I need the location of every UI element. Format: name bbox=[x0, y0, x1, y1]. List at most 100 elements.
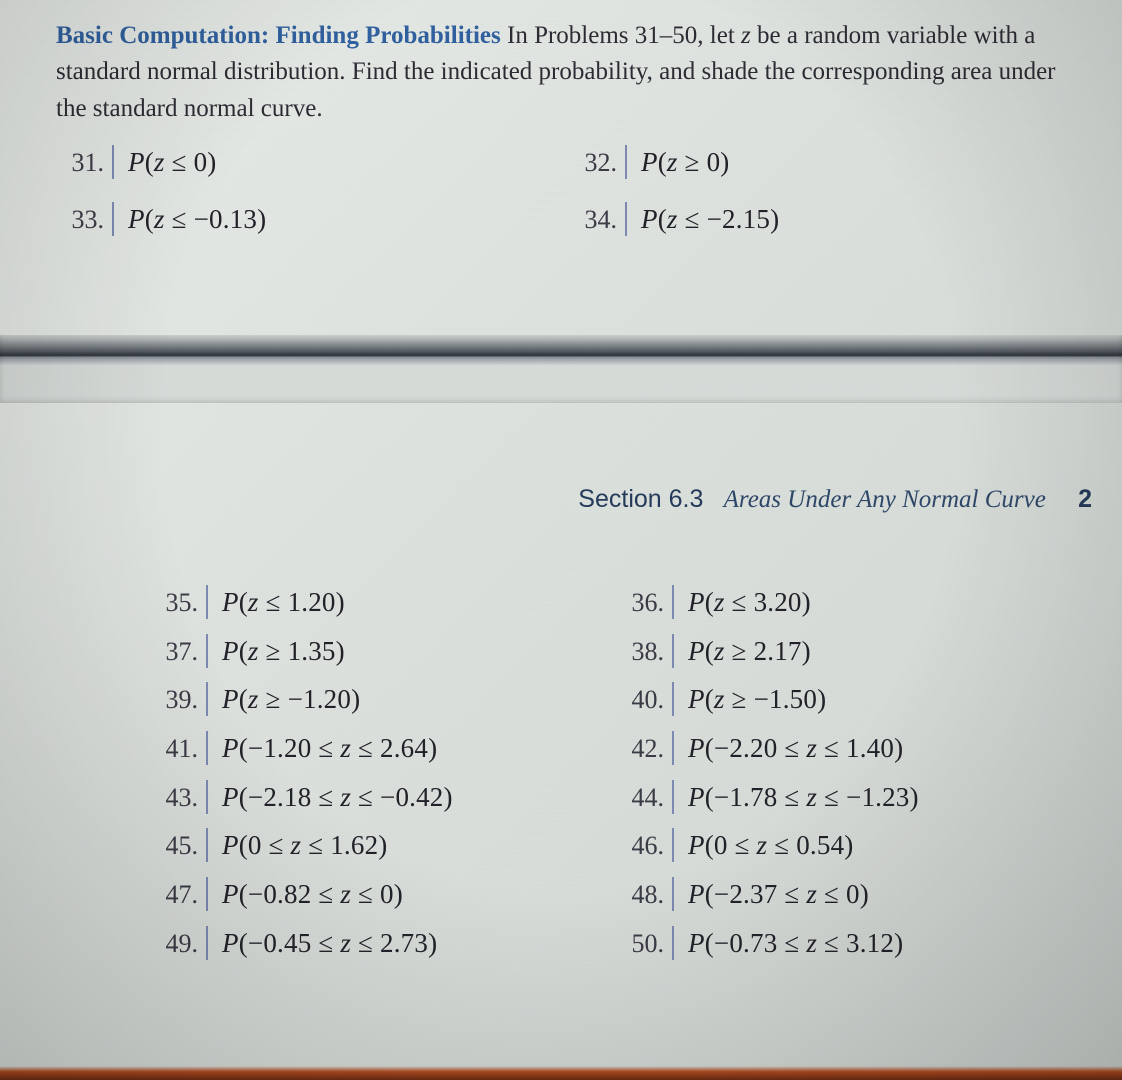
problem-expression: P(z ≤ 3.20) bbox=[688, 581, 811, 624]
problem-number: 48. bbox=[616, 874, 672, 915]
top-problem-item: 34. P(z ≤ −2.15) bbox=[569, 198, 1082, 241]
bottom-problem-item: 42. P(−2.20 ≤ z ≤ 1.40) bbox=[616, 727, 1082, 770]
divider-bar-icon bbox=[206, 634, 208, 668]
problem-expression: P(z ≥ 0) bbox=[641, 141, 729, 184]
bottom-problem-item: 43. P(−2.18 ≤ z ≤ −0.42) bbox=[150, 776, 616, 819]
bottom-problem-item: 45. P(0 ≤ z ≤ 1.62) bbox=[150, 824, 616, 867]
problem-number: 44. bbox=[616, 777, 672, 818]
bottom-problem-item: 48. P(−2.37 ≤ z ≤ 0) bbox=[616, 873, 1082, 916]
problem-number: 39. bbox=[150, 679, 206, 720]
divider-bar-icon bbox=[206, 828, 208, 862]
problem-expression: P(z ≤ −2.15) bbox=[641, 198, 779, 241]
top-problems: 31. P(z ≤ 0) 32.P(z ≥ 0) 33. P(z ≤ −0.13) 34.… bbox=[56, 141, 1082, 241]
problem-number: 36. bbox=[616, 582, 672, 623]
bottom-problem-row: 35.P(z ≤ 1.20)36. P(z ≤ 3.20) bbox=[150, 581, 1082, 624]
divider-bar-icon bbox=[672, 634, 674, 668]
bottom-problem-row: 47. P(−0.82 ≤ z ≤ 0) 48. P(−2.37 ≤ z ≤ 0) bbox=[150, 873, 1082, 916]
divider-bar-icon bbox=[112, 145, 114, 179]
section-page-fragment: 2 bbox=[1078, 485, 1092, 513]
intro-text-1: In Problems 31–50, let bbox=[501, 22, 741, 49]
problem-expression: P(−0.45 ≤ z ≤ 2.73) bbox=[222, 922, 437, 965]
problem-expression: P(z ≥ −1.20) bbox=[222, 678, 360, 721]
bottom-problem-row: 41. P(−1.20 ≤ z ≤ 2.64) 42. P(−2.20 ≤ z ≤ 1… bbox=[150, 727, 1082, 770]
problem-expression: P(z ≥ 1.35) bbox=[222, 630, 345, 673]
problem-number: 46. bbox=[616, 825, 672, 866]
bottom-problem-row: 39. P(z ≥ −1.20) 40.P(z ≥ −1.50) bbox=[150, 678, 1082, 721]
divider-bar-icon bbox=[672, 731, 674, 765]
problem-expression: P(z ≥ −1.50) bbox=[688, 678, 826, 721]
bottom-problem-item: 47. P(−0.82 ≤ z ≤ 0) bbox=[150, 873, 616, 916]
top-problem-item: 33. P(z ≤ −0.13) bbox=[56, 198, 569, 241]
page-divider bbox=[0, 335, 1122, 403]
top-problem-item: 32.P(z ≥ 0) bbox=[569, 141, 1082, 184]
problem-expression: P(z ≤ 1.20) bbox=[222, 581, 345, 624]
divider-bar-icon bbox=[206, 780, 208, 814]
problem-expression: P(z ≤ −0.13) bbox=[128, 198, 266, 241]
divider-bar-icon bbox=[625, 145, 627, 179]
divider-bar-icon bbox=[206, 585, 208, 619]
section-header: Section 6.3 Areas Under Any Normal Curve… bbox=[578, 485, 1092, 514]
problem-number: 42. bbox=[616, 728, 672, 769]
problem-number: 47. bbox=[150, 874, 206, 915]
divider-bar-icon bbox=[112, 202, 114, 236]
divider-bar-icon bbox=[672, 877, 674, 911]
section-label: Section 6.3 bbox=[578, 485, 703, 513]
problem-expression: P(z ≥ 2.17) bbox=[688, 630, 811, 673]
bottom-problem-item: 37. P(z ≥ 1.35) bbox=[150, 630, 616, 673]
bottom-problem-item: 50. P(−0.73 ≤ z ≤ 3.12) bbox=[616, 922, 1082, 965]
section-title: Areas Under Any Normal Curve bbox=[724, 486, 1046, 513]
problem-expression: P(−2.20 ≤ z ≤ 1.40) bbox=[688, 727, 903, 770]
problem-expression: P(−0.73 ≤ z ≤ 3.12) bbox=[688, 922, 903, 965]
problem-expression: P(0 ≤ z ≤ 0.54) bbox=[688, 824, 853, 867]
problem-number: 31. bbox=[56, 142, 112, 184]
divider-bar-icon bbox=[672, 585, 674, 619]
problem-number: 45. bbox=[150, 825, 206, 866]
bottom-problem-item: 44. P(−1.78 ≤ z ≤ −1.23) bbox=[616, 776, 1082, 819]
bottom-problem-item: 38. P(z ≥ 2.17) bbox=[616, 630, 1082, 673]
bottom-problems: 35.P(z ≤ 1.20)36. P(z ≤ 3.20) 37. P(z ≥ 1.3… bbox=[150, 581, 1082, 964]
problem-expression: P(−1.20 ≤ z ≤ 2.64) bbox=[222, 727, 437, 770]
bottom-problem-item: 49.P(−0.45 ≤ z ≤ 2.73) bbox=[150, 922, 616, 965]
problem-expression: P(−1.78 ≤ z ≤ −1.23) bbox=[688, 776, 919, 819]
divider-bar-icon bbox=[206, 877, 208, 911]
problem-number: 33. bbox=[56, 199, 112, 241]
top-problem-row: 31. P(z ≤ 0) 32.P(z ≥ 0) bbox=[56, 141, 1082, 184]
divider-bar-icon bbox=[672, 926, 674, 960]
divider-bar-icon bbox=[206, 682, 208, 716]
divider-bar-icon bbox=[206, 731, 208, 765]
problem-number: 37. bbox=[150, 631, 206, 672]
top-problem-row: 33. P(z ≤ −0.13) 34. P(z ≤ −2.15) bbox=[56, 198, 1082, 241]
top-block: Basic Computation: Finding Probabilities… bbox=[56, 18, 1082, 241]
divider-bar-icon bbox=[672, 682, 674, 716]
page: Basic Computation: Finding Probabilities… bbox=[0, 0, 1122, 1080]
problem-expression: P(−2.18 ≤ z ≤ −0.42) bbox=[222, 776, 453, 819]
bottom-problem-item: 35.P(z ≤ 1.20) bbox=[150, 581, 616, 624]
problem-number: 43. bbox=[150, 777, 206, 818]
problem-number: 34. bbox=[569, 199, 625, 241]
intro-lead: Basic Computation: Finding Probabilities bbox=[56, 22, 501, 49]
bottom-problem-row: 45. P(0 ≤ z ≤ 1.62) 46. P(0 ≤ z ≤ 0.54) bbox=[150, 824, 1082, 867]
divider-bar-icon bbox=[672, 780, 674, 814]
problem-number: 50. bbox=[616, 923, 672, 964]
divider-bar-icon bbox=[625, 202, 627, 236]
problem-number: 41. bbox=[150, 728, 206, 769]
bottom-problem-row: 37. P(z ≥ 1.35) 38. P(z ≥ 2.17) bbox=[150, 630, 1082, 673]
problem-expression: P(−2.37 ≤ z ≤ 0) bbox=[688, 873, 869, 916]
bottom-edge bbox=[0, 1066, 1122, 1080]
problem-expression: P(z ≤ 0) bbox=[128, 141, 216, 184]
bottom-problem-item: 40.P(z ≥ −1.50) bbox=[616, 678, 1082, 721]
problem-expression: P(0 ≤ z ≤ 1.62) bbox=[222, 824, 387, 867]
bottom-problem-row: 43. P(−2.18 ≤ z ≤ −0.42) 44. P(−1.78 ≤ z ≤ … bbox=[150, 776, 1082, 819]
bottom-block: 35.P(z ≤ 1.20)36. P(z ≤ 3.20) 37. P(z ≥ 1.3… bbox=[150, 575, 1082, 964]
divider-bar-icon bbox=[672, 828, 674, 862]
intro-zvar: z bbox=[741, 22, 751, 49]
bottom-problem-item: 46. P(0 ≤ z ≤ 0.54) bbox=[616, 824, 1082, 867]
bottom-problem-item: 41. P(−1.20 ≤ z ≤ 2.64) bbox=[150, 727, 616, 770]
top-problem-item: 31. P(z ≤ 0) bbox=[56, 141, 569, 184]
bottom-problem-row: 49.P(−0.45 ≤ z ≤ 2.73)50. P(−0.73 ≤ z ≤ 3… bbox=[150, 922, 1082, 965]
intro-paragraph: Basic Computation: Finding Probabilities… bbox=[56, 18, 1082, 127]
bottom-problem-item: 36. P(z ≤ 3.20) bbox=[616, 581, 1082, 624]
problem-number: 38. bbox=[616, 631, 672, 672]
bottom-problem-item: 39. P(z ≥ −1.20) bbox=[150, 678, 616, 721]
problem-expression: P(−0.82 ≤ z ≤ 0) bbox=[222, 873, 403, 916]
